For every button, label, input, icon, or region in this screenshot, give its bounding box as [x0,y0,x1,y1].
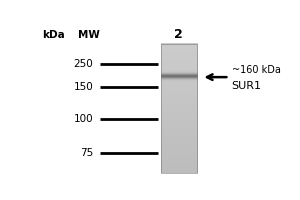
Text: 100: 100 [74,114,93,124]
Text: ~160 kDa: ~160 kDa [232,65,280,75]
Text: 150: 150 [74,82,93,92]
Bar [161,44,197,173]
Text: SUR1: SUR1 [232,81,262,91]
Text: kDa: kDa [42,30,65,40]
Text: 2: 2 [174,28,183,41]
Text: 75: 75 [80,148,93,158]
Text: MW: MW [78,30,100,40]
Text: 250: 250 [74,59,93,69]
